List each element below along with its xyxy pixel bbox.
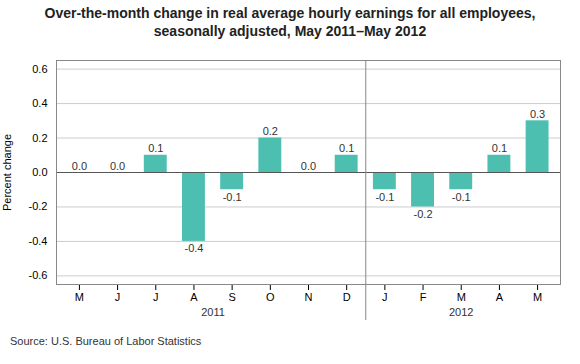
svg-text:M: M (533, 291, 542, 303)
svg-text:D: D (343, 291, 351, 303)
svg-text:J: J (153, 291, 159, 303)
svg-text:-0.4: -0.4 (29, 235, 48, 247)
svg-text:-0.1: -0.1 (452, 191, 471, 203)
svg-text:-0.6: -0.6 (29, 269, 48, 281)
svg-text:0.0: 0.0 (72, 160, 87, 172)
svg-text:0.0: 0.0 (110, 160, 125, 172)
svg-text:M: M (75, 291, 84, 303)
svg-text:-0.2: -0.2 (414, 208, 433, 220)
svg-text:-0.1: -0.1 (375, 191, 394, 203)
svg-text:A: A (190, 291, 198, 303)
svg-text:2011: 2011 (201, 306, 225, 318)
svg-text:M: M (457, 291, 466, 303)
svg-text:-0.2: -0.2 (29, 200, 48, 212)
svg-text:0.3: 0.3 (530, 108, 545, 120)
svg-text:2012: 2012 (449, 306, 473, 318)
svg-text:0.1: 0.1 (492, 142, 507, 154)
svg-text:S: S (228, 291, 235, 303)
svg-text:J: J (382, 291, 388, 303)
svg-text:0.1: 0.1 (148, 142, 163, 154)
html-text:Over-the-month change in real: Over-the-month change in real average ho… (44, 5, 536, 39)
svg-text:Percent change: Percent change (1, 134, 13, 211)
svg-text:-0.4: -0.4 (184, 242, 203, 254)
svg-text:0.4: 0.4 (32, 97, 47, 109)
svg-text:N: N (305, 291, 313, 303)
svg-text:A: A (496, 291, 504, 303)
svg-text:0.0: 0.0 (301, 160, 316, 172)
svg-text:0.0: 0.0 (32, 166, 47, 178)
html-text:Source: U.S. Bureau of Labor S: Source: U.S. Bureau of Labor Statistics (10, 335, 202, 347)
svg-text:J: J (115, 291, 121, 303)
svg-text:O: O (266, 291, 275, 303)
svg-text:F: F (420, 291, 427, 303)
svg-text:-0.1: -0.1 (223, 191, 242, 203)
svg-text:0.1: 0.1 (339, 142, 354, 154)
svg-text:0.2: 0.2 (32, 132, 47, 144)
svg-text:0.2: 0.2 (263, 125, 278, 137)
svg-text:0.6: 0.6 (32, 63, 47, 75)
